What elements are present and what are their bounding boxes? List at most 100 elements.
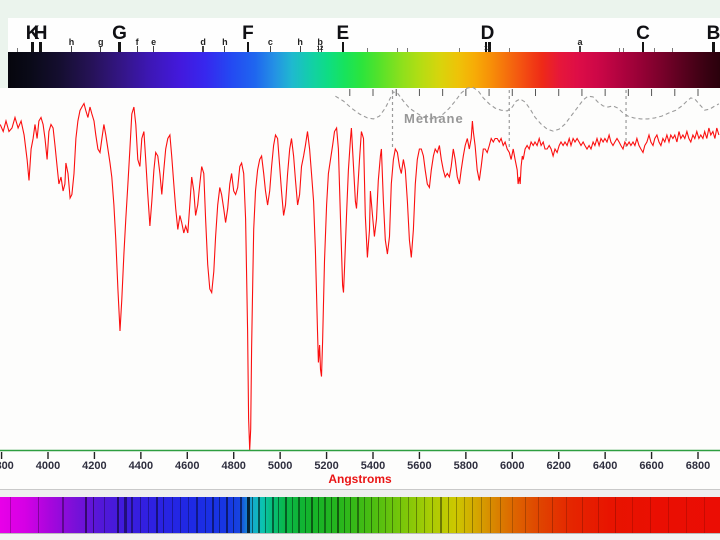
x-tick-label-6600: 6600 [639,460,664,472]
absorption-line [344,497,345,533]
absorption-line [131,497,133,533]
fraunhofer-label-c: c [267,37,273,47]
absorption-line [525,497,526,533]
absorption-line [464,497,465,533]
absorption-line [686,497,687,533]
absorption-line [432,497,433,533]
absorption-line [265,497,266,533]
absorption-line [668,497,669,533]
absorption-line [512,497,513,533]
absorption-line [212,497,214,533]
absorption-line [298,497,300,533]
bottom-border-strip [0,533,720,540]
visible-spectrum-bar [0,497,720,533]
absorption-line [292,497,293,533]
fraunhofer-label-e: e [151,37,157,47]
x-tick-label-6400: 6400 [592,460,618,472]
fraunhofer-label-F: F [242,23,254,44]
methane-curve [335,86,720,132]
absorption-line [240,497,242,533]
x-tick-label-4200: 4200 [82,460,107,472]
x-tick-label-5200: 5200 [314,460,339,472]
absorption-line [598,497,599,533]
x-tick-label-4400: 4400 [128,460,154,472]
absorption-line [472,497,473,533]
absorption-line [196,497,198,533]
fraunhofer-label-f: f [135,37,139,47]
absorption-line [350,497,351,533]
absorption-line [650,497,651,533]
absorption-line [124,497,127,533]
absorption-line [278,497,279,533]
fraunhofer-label-C: C [636,23,650,44]
x-tick-label-5000: 5000 [267,460,293,472]
methane-annotation: Methane [404,111,464,126]
absorption-line [219,497,220,533]
fraunhofer-label-H: H [33,23,48,44]
absorption-spectrum-curve [0,102,720,451]
absorption-line [500,497,501,533]
fraunhofer-sublabel: 12 [316,46,324,52]
absorption-line [38,497,39,533]
fraunhofer-label-E: E [336,23,350,44]
fraunhofer-label-B: B [706,23,720,44]
absorption-line [226,497,228,533]
absorption-line [378,497,379,533]
fraunhofer-label-a: a [577,37,583,47]
absorption-line [448,497,449,533]
fraunhofer-label-G: G [112,23,127,44]
x-tick-label-5800: 5800 [453,460,479,472]
absorption-line [85,497,87,533]
absorption-line [456,497,457,533]
absorption-line [163,497,164,533]
fraunhofer-label-g: g [97,37,104,47]
absorption-line [582,497,583,533]
x-axis-title: Angstroms [328,472,392,486]
divider-strip [0,489,720,498]
x-tick-label-4800: 4800 [221,460,246,472]
absorption-line [180,497,181,533]
fraunhofer-label-b: b [317,37,323,47]
x-tick-label-5400: 5400 [360,460,386,472]
fraunhofer-spectrum-bar [8,52,720,88]
absorption-line [424,497,425,533]
absorption-line [400,497,401,533]
absorption-line [385,497,386,533]
fraunhofer-label-h: h [297,37,303,47]
fraunhofer-label-K: K [25,23,40,44]
absorption-line [357,497,359,533]
absorption-line [188,497,189,533]
absorption-line [364,497,365,533]
absorption-line [305,497,306,533]
x-tick-label-6000: 6000 [500,460,525,472]
absorption-line [324,497,326,533]
absorption-line [416,497,417,533]
absorption-line [156,497,158,533]
fraunhofer-label-h: h [68,37,75,47]
absorption-line [258,497,260,533]
x-tick-label-5600: 5600 [407,460,432,472]
absorption-line [140,497,141,533]
absorption-line [392,497,393,533]
absorption-line [371,497,372,533]
absorption-line [632,497,633,533]
absorption-line [233,497,234,533]
absorption-line [272,497,274,533]
absorption-line [10,497,11,533]
x-tick-label-3800: 3800 [0,460,14,472]
absorption-line [172,497,173,533]
absorption-line [440,497,442,533]
absorption-line [331,497,332,533]
x-tick-label-6200: 6200 [546,460,571,472]
absorption-line [538,497,539,533]
absorption-line [490,497,491,533]
absorption-line [285,497,287,533]
absorption-line [318,497,319,533]
absorption-line [566,497,567,533]
absorption-line [408,497,409,533]
absorption-line [247,497,250,533]
absorption-line [148,497,149,533]
absorption-line [252,497,253,533]
x-tick-label-4600: 4600 [175,460,200,472]
